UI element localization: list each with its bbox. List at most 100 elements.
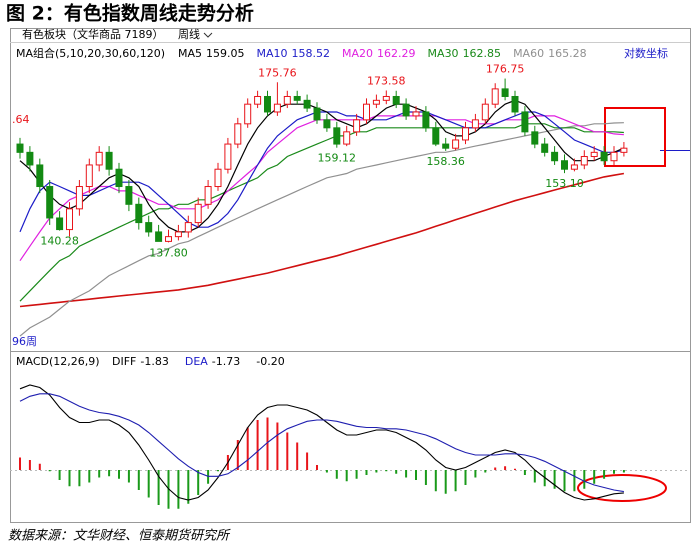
low-label: 158.36	[426, 155, 465, 168]
macd-bar	[622, 470, 625, 473]
candle-body	[95, 151, 103, 166]
candle-body	[521, 111, 529, 133]
macd-bar	[58, 470, 61, 480]
candle-body	[382, 95, 390, 101]
macd-bar	[306, 452, 309, 470]
edge-label: .64	[12, 113, 30, 126]
macd-value: -0.20	[256, 355, 284, 368]
candle-body	[46, 186, 54, 219]
macd-bar	[276, 422, 279, 470]
candle-body	[165, 236, 172, 242]
legend-name: MA10	[257, 47, 288, 60]
candle-body	[442, 143, 450, 149]
macd-bar	[504, 466, 507, 470]
page-title: 图 2：有色指数周线走势分析	[6, 2, 254, 25]
candle-body	[422, 111, 430, 129]
legend-value: 162.85	[463, 47, 502, 60]
candle-body	[214, 168, 222, 188]
candle-body	[105, 151, 113, 170]
scale-label[interactable]: 对数坐标	[624, 46, 668, 60]
candle-body	[531, 131, 539, 145]
macd-bar	[286, 432, 289, 470]
macd-bar	[345, 470, 348, 482]
candle-body	[145, 222, 153, 233]
macd-bar	[573, 470, 576, 492]
candle-body	[481, 103, 489, 121]
macd-bar	[553, 470, 556, 489]
candle-body	[254, 95, 262, 105]
dropdown-icon[interactable]	[203, 32, 213, 38]
macd-bar	[415, 470, 417, 480]
macd-bar	[118, 470, 120, 479]
candle-body	[174, 231, 182, 238]
macd-bar	[28, 460, 31, 470]
macd-bar	[296, 442, 299, 470]
legend-name: MA5	[178, 47, 202, 60]
macd-bar	[444, 470, 447, 494]
candle-body	[432, 127, 440, 145]
legend-name: MA20	[342, 47, 373, 60]
candle-body	[155, 231, 163, 242]
macd-bar	[593, 470, 596, 484]
source: 数据来源：文华财经、恒泰期货研究所	[8, 528, 231, 544]
macd-bar	[88, 470, 91, 483]
candle-body	[561, 160, 568, 170]
candle-body	[234, 123, 242, 145]
low-label: 140.28	[40, 235, 79, 248]
candle-body	[600, 151, 608, 162]
candle-body	[56, 217, 64, 231]
macd-bar	[78, 470, 81, 487]
period-label: 96周	[12, 335, 37, 348]
candle-body	[303, 99, 311, 109]
high-label: 173.58	[367, 74, 406, 87]
macd-bar	[147, 470, 150, 498]
macd-bar	[108, 470, 111, 477]
macd-title: MACD(12,26,9)	[16, 355, 100, 368]
macd-bar	[603, 470, 606, 479]
macd-bar	[246, 427, 249, 470]
candle-body	[372, 99, 380, 105]
candle-body	[125, 186, 133, 205]
candle-body	[402, 103, 410, 117]
macd-bar	[514, 468, 516, 470]
candle-body	[551, 151, 559, 162]
macd-bar	[236, 440, 239, 470]
macd-bar	[266, 417, 269, 470]
legend-name: MA60	[513, 47, 544, 60]
candle-body	[333, 127, 341, 145]
macd-bar	[464, 470, 467, 485]
candle-body	[323, 119, 331, 129]
candle-body	[264, 95, 271, 113]
legend-value: 165.28	[548, 47, 587, 60]
instrument[interactable]: 有色板块（文华商品 7189）	[22, 27, 164, 41]
macd-bar	[375, 470, 378, 473]
macd-bar	[484, 470, 487, 473]
candle-body	[570, 164, 578, 170]
candle-body	[26, 151, 34, 166]
period[interactable]: 周线	[178, 27, 200, 41]
macd-bar	[395, 470, 398, 474]
legend-value: -1.73	[212, 355, 240, 368]
macd-bar	[38, 463, 41, 470]
candle-body	[590, 151, 598, 158]
plot: MA组合(5,10,20,30,60,120) MA5 159.05 MA10 158.…	[12, 46, 628, 509]
candle-body	[610, 151, 618, 162]
macd-bar	[365, 470, 368, 475]
macd-bar	[19, 457, 21, 470]
macd-line	[19, 384, 624, 501]
candle-body	[224, 143, 232, 170]
macd-bar	[217, 470, 219, 472]
macd-bar	[187, 470, 190, 504]
macd-bar	[207, 470, 210, 484]
macd-bar	[424, 470, 427, 485]
macd-bar	[533, 470, 536, 483]
highlight-box	[604, 107, 666, 167]
low-label: 137.80	[149, 246, 188, 259]
candle-body	[313, 107, 321, 121]
candle-body	[16, 143, 24, 153]
ma120-line	[19, 172, 625, 308]
macd-bar	[474, 470, 477, 478]
candle-body	[75, 186, 83, 210]
